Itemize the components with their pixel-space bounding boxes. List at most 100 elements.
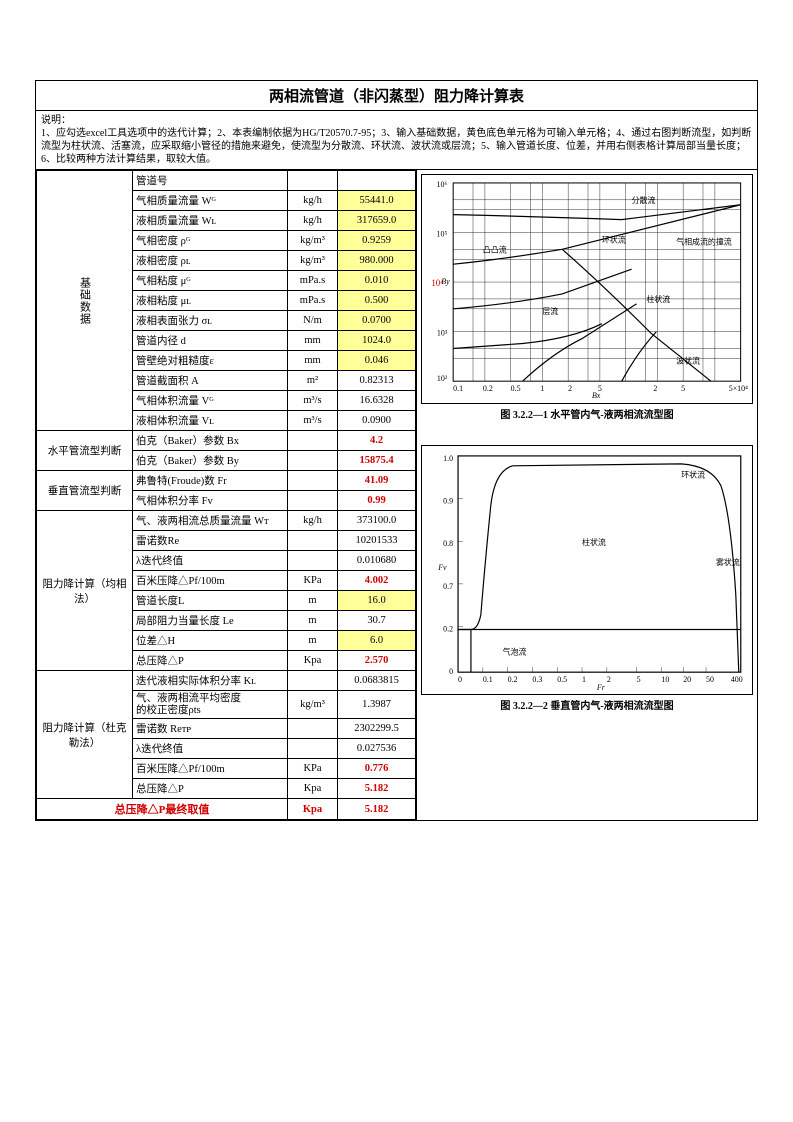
param-unit: m² <box>288 371 338 391</box>
param-value[interactable]: 0.500 <box>338 291 416 311</box>
svg-text:20: 20 <box>683 675 691 684</box>
svg-text:1: 1 <box>540 384 544 393</box>
final-value: 5.182 <box>338 799 416 820</box>
param-unit: m <box>288 611 338 631</box>
svg-text:2: 2 <box>653 384 657 393</box>
param-unit <box>288 719 338 739</box>
param-label: 管道长度L <box>133 591 288 611</box>
param-unit: kg/m³ <box>288 691 338 719</box>
svg-text:1: 1 <box>582 675 586 684</box>
region-label: 气泡流 <box>503 646 527 656</box>
param-value[interactable] <box>338 171 416 191</box>
svg-text:0.2: 0.2 <box>443 625 453 634</box>
notes-label: 说明： <box>41 115 71 126</box>
param-label: 气、液两相流总质量流量 Wᴛ <box>133 511 288 531</box>
svg-text:0.7: 0.7 <box>443 582 453 591</box>
param-label: 气相体积流量 Vᴳ <box>133 391 288 411</box>
param-label: 雷诺数Re <box>133 531 288 551</box>
param-value[interactable]: 1024.0 <box>338 331 416 351</box>
param-unit <box>288 431 338 451</box>
svg-text:400: 400 <box>731 675 743 684</box>
region-label: 凸凸流 <box>483 244 507 254</box>
param-unit <box>288 471 338 491</box>
svg-text:10⁶: 10⁶ <box>437 180 448 189</box>
param-unit <box>288 491 338 511</box>
svg-text:0.1: 0.1 <box>453 384 463 393</box>
param-label: λ迭代终值 <box>133 739 288 759</box>
param-label: 雷诺数 Reᴛᴘ <box>133 719 288 739</box>
svg-text:50: 50 <box>706 675 714 684</box>
region-label: 气相成流的撞流 <box>676 236 732 246</box>
param-unit: m <box>288 631 338 651</box>
x-axis-label: Fr <box>596 683 606 692</box>
param-label: 局部阻力当量长度 Le <box>133 611 288 631</box>
param-value[interactable]: 0.0700 <box>338 311 416 331</box>
param-label: 管道内径 d <box>133 331 288 351</box>
svg-text:5×10⁴: 5×10⁴ <box>729 384 748 393</box>
param-value: 16.6328 <box>338 391 416 411</box>
region-label: 环状流 <box>681 470 705 480</box>
param-label: 液相体积流量 Vʟ <box>133 411 288 431</box>
param-label: 气相密度 ρᴳ <box>133 231 288 251</box>
svg-text:0.1: 0.1 <box>483 675 493 684</box>
param-label: 管壁绝对粗糙度ε <box>133 351 288 371</box>
param-unit: kg/h <box>288 511 338 531</box>
param-label: 百米压降△Pf/100m <box>133 759 288 779</box>
param-value[interactable]: 16.0 <box>338 591 416 611</box>
region-label: 柱状流 <box>582 537 606 547</box>
section-dukler-label: 阻力降计算（杜克勒法） <box>37 671 133 799</box>
param-value: 4.2 <box>338 431 416 451</box>
param-unit <box>288 551 338 571</box>
svg-text:1.0: 1.0 <box>443 454 453 463</box>
param-label: 位差△H <box>133 631 288 651</box>
svg-text:0.3: 0.3 <box>532 675 542 684</box>
param-unit <box>288 739 338 759</box>
param-unit: m³/s <box>288 411 338 431</box>
param-unit: kg/h <box>288 211 338 231</box>
param-unit: KPa <box>288 571 338 591</box>
param-label: 气相粘度 μᴳ <box>133 271 288 291</box>
param-value[interactable]: 0.046 <box>338 351 416 371</box>
param-unit <box>288 531 338 551</box>
param-unit: mm <box>288 351 338 371</box>
notes-block: 说明： 1、应勾选excel工具选项中的迭代计算；2、本表编制依据为HG/T20… <box>36 111 757 170</box>
param-unit <box>288 171 338 191</box>
parameter-table: 基础数据 管道号 气相质量流量 Wᴳkg/h55441.0 液相质量流量 Wʟk… <box>36 170 416 820</box>
notes-text: 1、应勾选excel工具选项中的迭代计算；2、本表编制依据为HG/T20570.… <box>41 128 751 165</box>
param-unit: m <box>288 591 338 611</box>
param-value[interactable]: 980.000 <box>338 251 416 271</box>
param-unit: m³/s <box>288 391 338 411</box>
region-label: 层流 <box>542 306 558 316</box>
param-label: 气相质量流量 Wᴳ <box>133 191 288 211</box>
svg-text:0.5: 0.5 <box>511 384 521 393</box>
param-value: 0.0900 <box>338 411 416 431</box>
param-value: 0.010680 <box>338 551 416 571</box>
param-label: 总压降△P <box>133 779 288 799</box>
region-label: 分散流 <box>632 195 656 205</box>
param-unit: mPa.s <box>288 291 338 311</box>
param-unit: mm <box>288 331 338 351</box>
chart2-svg: 环状流 柱状流 雾状流 气泡流 Fv Fr 1.0 0.9 0.8 0.7 <box>422 446 752 694</box>
region-label: 柱状流 <box>646 294 670 304</box>
param-label: 气、液两相流平均密度 的校正密度ρts <box>133 691 288 719</box>
param-value[interactable]: 0.9259 <box>338 231 416 251</box>
page-title: 两相流管道（非闪蒸型）阻力降计算表 <box>36 81 757 111</box>
param-unit: kg/m³ <box>288 251 338 271</box>
param-label: 液相质量流量 Wʟ <box>133 211 288 231</box>
chart-horizontal-flow: 分散流 环状流 气相成流的撞流 柱状流 层流 凸凸流 波状流 By Bx 0.1… <box>421 174 753 421</box>
svg-text:5: 5 <box>598 384 602 393</box>
svg-text:0.2: 0.2 <box>483 384 493 393</box>
svg-text:0.2: 0.2 <box>508 675 518 684</box>
param-unit: Kpa <box>288 651 338 671</box>
param-unit: KPa <box>288 759 338 779</box>
param-value[interactable]: 55441.0 <box>338 191 416 211</box>
param-value[interactable]: 0.010 <box>338 271 416 291</box>
param-value[interactable]: 6.0 <box>338 631 416 651</box>
param-value: 1.3987 <box>338 691 416 719</box>
param-value: 0.027536 <box>338 739 416 759</box>
param-value: 4.002 <box>338 571 416 591</box>
param-value[interactable]: 317659.0 <box>338 211 416 231</box>
param-unit: kg/m³ <box>288 231 338 251</box>
param-value: 373100.0 <box>338 511 416 531</box>
param-label: 管道截面积 A <box>133 371 288 391</box>
